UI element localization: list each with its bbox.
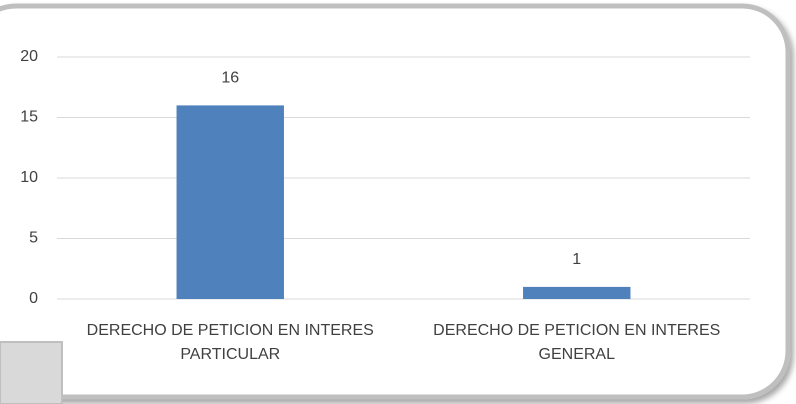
x-tick-label-box: DERECHO DE PETICION EN INTERES PARTICULA… <box>86 322 374 363</box>
data-label: 16 <box>221 70 239 87</box>
data-label: 1 <box>572 251 581 268</box>
y-tick-label: 20 <box>20 48 38 65</box>
y-tick-label: 0 <box>29 290 38 307</box>
bar <box>523 286 631 299</box>
y-tick-label: 10 <box>20 169 38 186</box>
tab <box>0 341 63 404</box>
y-tick-label: 15 <box>20 109 38 126</box>
x-tick-label: DERECHO DE PETICION EN INTERES GENERAL <box>433 322 721 363</box>
x-tick-label: DERECHO DE PETICION EN INTERES PARTICULA… <box>86 322 374 363</box>
y-tick-label: 5 <box>29 230 38 247</box>
x-tick-label-box: DERECHO DE PETICION EN INTERES GENERAL <box>433 322 721 363</box>
bar <box>176 105 284 300</box>
